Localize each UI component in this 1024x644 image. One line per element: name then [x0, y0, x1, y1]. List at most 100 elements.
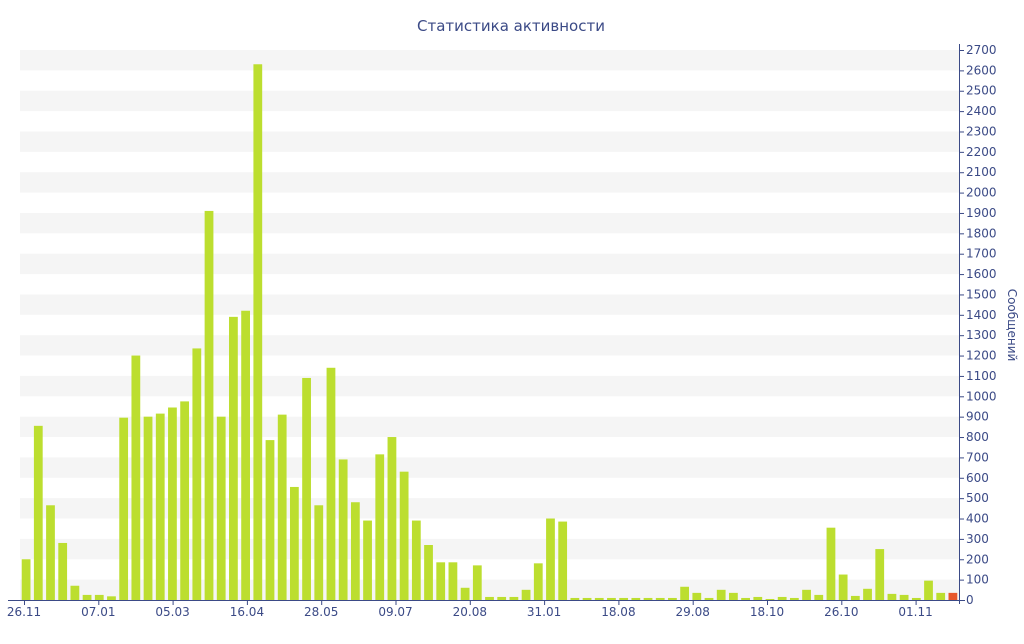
x-tick-label: 09.07	[378, 605, 412, 619]
bar	[204, 210, 214, 601]
bar	[119, 417, 129, 600]
chart-title: Статистика активности	[417, 17, 605, 35]
x-tick-label: 20.08	[453, 605, 487, 619]
x-tick-label: 18.08	[601, 605, 635, 619]
bar	[911, 597, 921, 600]
bar	[350, 502, 360, 600]
grid-band	[20, 212, 959, 234]
bar	[582, 597, 592, 600]
bar	[265, 440, 275, 600]
bar	[375, 454, 385, 600]
bar	[33, 425, 43, 600]
x-tick-label: 05.03	[155, 605, 189, 619]
bar	[180, 401, 190, 600]
x-tick-label: 26.11	[7, 605, 41, 619]
y-tick-label: 100	[966, 573, 989, 587]
bar	[936, 592, 946, 600]
bar	[765, 598, 775, 600]
y-tick-label: 1200	[966, 349, 997, 363]
bar	[94, 594, 104, 600]
y-tick-label: 1700	[966, 247, 997, 261]
y-tick-label: 2500	[966, 84, 997, 98]
bar	[472, 565, 482, 600]
y-tick-label: 2000	[966, 186, 997, 200]
bar	[631, 597, 641, 600]
y-tick-label: 2300	[966, 124, 997, 138]
y-tick-label: 1600	[966, 267, 997, 281]
bar	[546, 518, 555, 600]
bar	[497, 596, 507, 600]
bar	[643, 597, 653, 600]
y-tick-label: 1000	[966, 389, 997, 403]
x-tick-label: 16.04	[230, 605, 264, 619]
x-tick-label: 28.05	[304, 605, 338, 619]
bar	[875, 549, 885, 600]
bar	[155, 413, 165, 600]
bar	[716, 589, 726, 600]
x-tick-label: 07.01	[81, 605, 115, 619]
bar	[619, 597, 629, 600]
x-tick-label: 18.10	[750, 605, 784, 619]
y-tick-label: 1500	[966, 287, 997, 301]
grid-band	[20, 294, 959, 315]
grid-band	[20, 172, 959, 193]
bar	[680, 586, 690, 600]
bar	[814, 594, 824, 600]
y-tick-label: 900	[966, 410, 989, 424]
bar	[838, 574, 848, 600]
bar	[729, 592, 738, 600]
y-tick-label: 700	[966, 450, 989, 464]
bar	[399, 471, 409, 600]
y-tick-label: 2600	[966, 63, 997, 77]
bar	[424, 545, 433, 600]
grid-band	[20, 335, 959, 356]
bar	[411, 520, 421, 600]
bar	[692, 592, 702, 600]
bar	[802, 589, 811, 600]
bar	[363, 520, 372, 600]
bar	[899, 594, 909, 600]
bar	[863, 588, 872, 600]
bar	[668, 597, 677, 600]
bar	[253, 64, 263, 600]
bar	[192, 348, 202, 600]
y-tick-label: 1900	[966, 206, 997, 220]
bar	[753, 596, 763, 600]
y-tick-label: 2400	[966, 104, 997, 118]
y-tick-label: 2200	[966, 145, 997, 159]
bar	[777, 596, 787, 600]
bar	[485, 596, 494, 600]
bar	[131, 355, 141, 600]
y-tick-label: 1800	[966, 226, 997, 240]
bar	[70, 585, 80, 600]
y-tick-label: 1100	[966, 369, 997, 383]
bar	[789, 597, 799, 600]
bar	[448, 562, 458, 600]
bar	[704, 597, 714, 600]
y-tick-label: 300	[966, 532, 989, 546]
y-tick-label: 2100	[966, 165, 997, 179]
y-tick-label: 1300	[966, 328, 997, 342]
bar	[326, 367, 336, 600]
labels: 0 100 200 300 400 500 600 700 800 900 1000 1100 1200…	[7, 43, 1019, 619]
x-tick-label: 26.10	[824, 605, 858, 619]
bar	[826, 527, 836, 600]
bar	[21, 559, 31, 600]
y-tick-label: 2700	[966, 43, 997, 57]
bar	[948, 592, 958, 600]
bar	[741, 597, 750, 600]
bar	[607, 597, 616, 600]
bar	[143, 416, 153, 600]
bar	[216, 416, 226, 600]
bar	[82, 594, 92, 600]
grid-band	[20, 375, 959, 397]
bar	[387, 437, 397, 600]
bar	[277, 414, 287, 600]
y-tick-label: 200	[966, 552, 989, 566]
bar	[436, 562, 446, 600]
y-tick-label: 800	[966, 430, 989, 444]
bar	[46, 505, 55, 600]
grid-band	[20, 50, 959, 71]
